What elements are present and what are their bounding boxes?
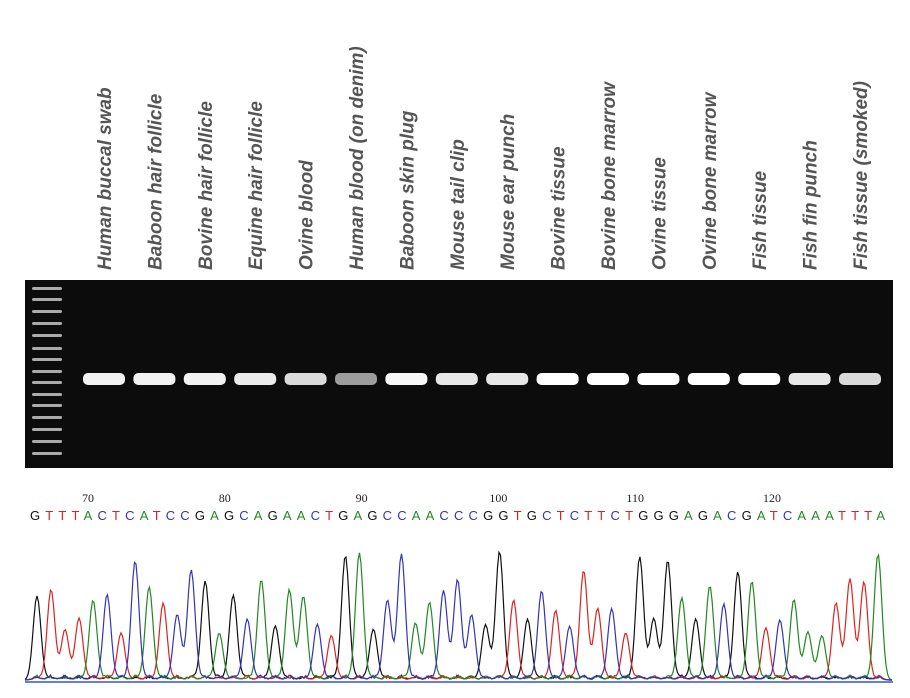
ladder-band — [32, 440, 62, 443]
position-label: 120 — [763, 491, 781, 505]
lane-label: Fish fin punch — [801, 140, 822, 270]
ladder-band — [32, 358, 62, 361]
ladder — [32, 287, 62, 455]
lane-label: Bovine bone marrow — [599, 81, 620, 270]
ladder-band — [32, 287, 62, 290]
ladder-band — [32, 416, 62, 419]
ladder-band — [32, 310, 62, 313]
band — [486, 373, 529, 385]
band — [385, 373, 428, 385]
lane-label: Human blood (on denim) — [347, 46, 368, 270]
band — [83, 373, 125, 385]
ladder-band — [32, 347, 62, 350]
trace-G — [24, 550, 892, 681]
band — [536, 373, 579, 385]
lane-label: Bovine tissue — [549, 146, 570, 270]
position-label: 110 — [626, 491, 644, 505]
position-label: 80 — [219, 491, 231, 505]
ladder-band — [32, 322, 62, 325]
position-label: 90 — [356, 491, 368, 505]
ladder-band — [32, 404, 62, 407]
ladder-band — [32, 334, 62, 337]
trace-A — [24, 552, 893, 681]
band — [839, 373, 881, 385]
ladder-band — [32, 428, 62, 431]
lane-label: Baboon hair follicle — [145, 93, 166, 270]
lane-label: Baboon skin plug — [397, 110, 418, 270]
ladder-band — [32, 452, 62, 455]
lane-label: Human buccal swab — [95, 87, 116, 270]
band — [587, 373, 629, 385]
position-label: 70 — [82, 491, 94, 505]
lane-label: Bovine hair follicle — [196, 101, 217, 270]
band — [788, 373, 831, 385]
lane-label: Mouse tail clip — [448, 139, 469, 270]
lane-label: Ovine blood — [297, 160, 318, 270]
band — [435, 373, 478, 385]
band — [687, 373, 730, 385]
band — [738, 373, 781, 385]
position-label: 100 — [489, 491, 507, 505]
bands — [83, 373, 881, 385]
ladder-band — [32, 381, 62, 384]
band — [133, 373, 176, 385]
band — [234, 373, 277, 385]
ladder-band — [32, 298, 62, 301]
ladder-band — [32, 370, 62, 373]
lane-label: Ovine bone marrow — [700, 91, 721, 270]
ladder-band — [32, 393, 62, 396]
lane-label: Equine hair follicle — [246, 101, 267, 270]
lane-label: Mouse ear punch — [498, 114, 519, 270]
lane-label: Ovine tissue — [649, 157, 670, 270]
band — [284, 373, 327, 385]
lane-label: Fish tissue — [750, 170, 771, 270]
band — [183, 373, 226, 385]
trace-C — [24, 553, 892, 681]
band — [335, 373, 377, 385]
chromatogram — [24, 550, 893, 681]
lane-labels: Human buccal swab Baboon hair follicle Bov… — [95, 46, 872, 270]
band — [637, 373, 680, 385]
lane-label: Fish tissue (smoked) — [851, 81, 872, 270]
